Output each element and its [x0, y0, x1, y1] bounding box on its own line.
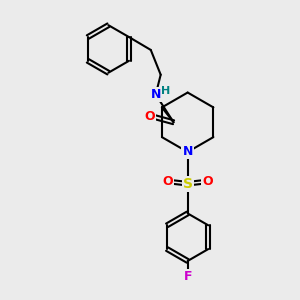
Text: S: S — [183, 177, 193, 191]
Text: O: O — [163, 175, 173, 188]
Text: N: N — [182, 146, 193, 158]
Text: O: O — [202, 175, 213, 188]
Text: F: F — [183, 270, 192, 283]
Text: O: O — [145, 110, 155, 123]
Text: H: H — [161, 85, 170, 96]
Text: N: N — [151, 88, 161, 101]
